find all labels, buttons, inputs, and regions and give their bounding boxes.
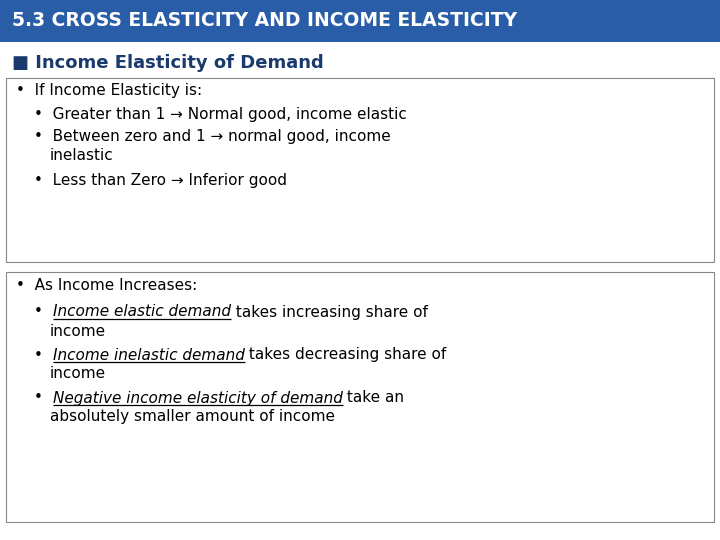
- Text: •  Greater than 1 → Normal good, income elastic: • Greater than 1 → Normal good, income e…: [34, 106, 407, 122]
- Text: ■ Income Elasticity of Demand: ■ Income Elasticity of Demand: [12, 54, 324, 72]
- Text: absolutely smaller amount of income: absolutely smaller amount of income: [50, 409, 335, 424]
- Text: •: •: [34, 348, 53, 362]
- Text: 5.3 CROSS ELASTICITY AND INCOME ELASTICITY: 5.3 CROSS ELASTICITY AND INCOME ELASTICI…: [12, 11, 517, 30]
- Text: inelastic: inelastic: [50, 148, 114, 164]
- Text: takes decreasing share of: takes decreasing share of: [245, 348, 446, 362]
- Text: •  If Income Elasticity is:: • If Income Elasticity is:: [16, 84, 202, 98]
- Bar: [6, 272, 714, 522]
- Text: •  Between zero and 1 → normal good, income: • Between zero and 1 → normal good, inco…: [34, 130, 391, 145]
- Text: •  As Income Increases:: • As Income Increases:: [16, 279, 197, 294]
- Bar: [6, 78, 714, 262]
- Text: Income elastic demand: Income elastic demand: [53, 305, 230, 320]
- Text: income: income: [50, 323, 106, 339]
- Text: •: •: [34, 305, 53, 320]
- Text: Income inelastic demand: Income inelastic demand: [53, 348, 245, 362]
- Text: •: •: [34, 390, 53, 406]
- Bar: [0, 0, 720, 42]
- Text: take an: take an: [343, 390, 405, 406]
- Text: takes increasing share of: takes increasing share of: [230, 305, 428, 320]
- Text: Negative income elasticity of demand: Negative income elasticity of demand: [53, 390, 343, 406]
- Text: •  Less than Zero → Inferior good: • Less than Zero → Inferior good: [34, 172, 287, 187]
- Text: income: income: [50, 367, 106, 381]
